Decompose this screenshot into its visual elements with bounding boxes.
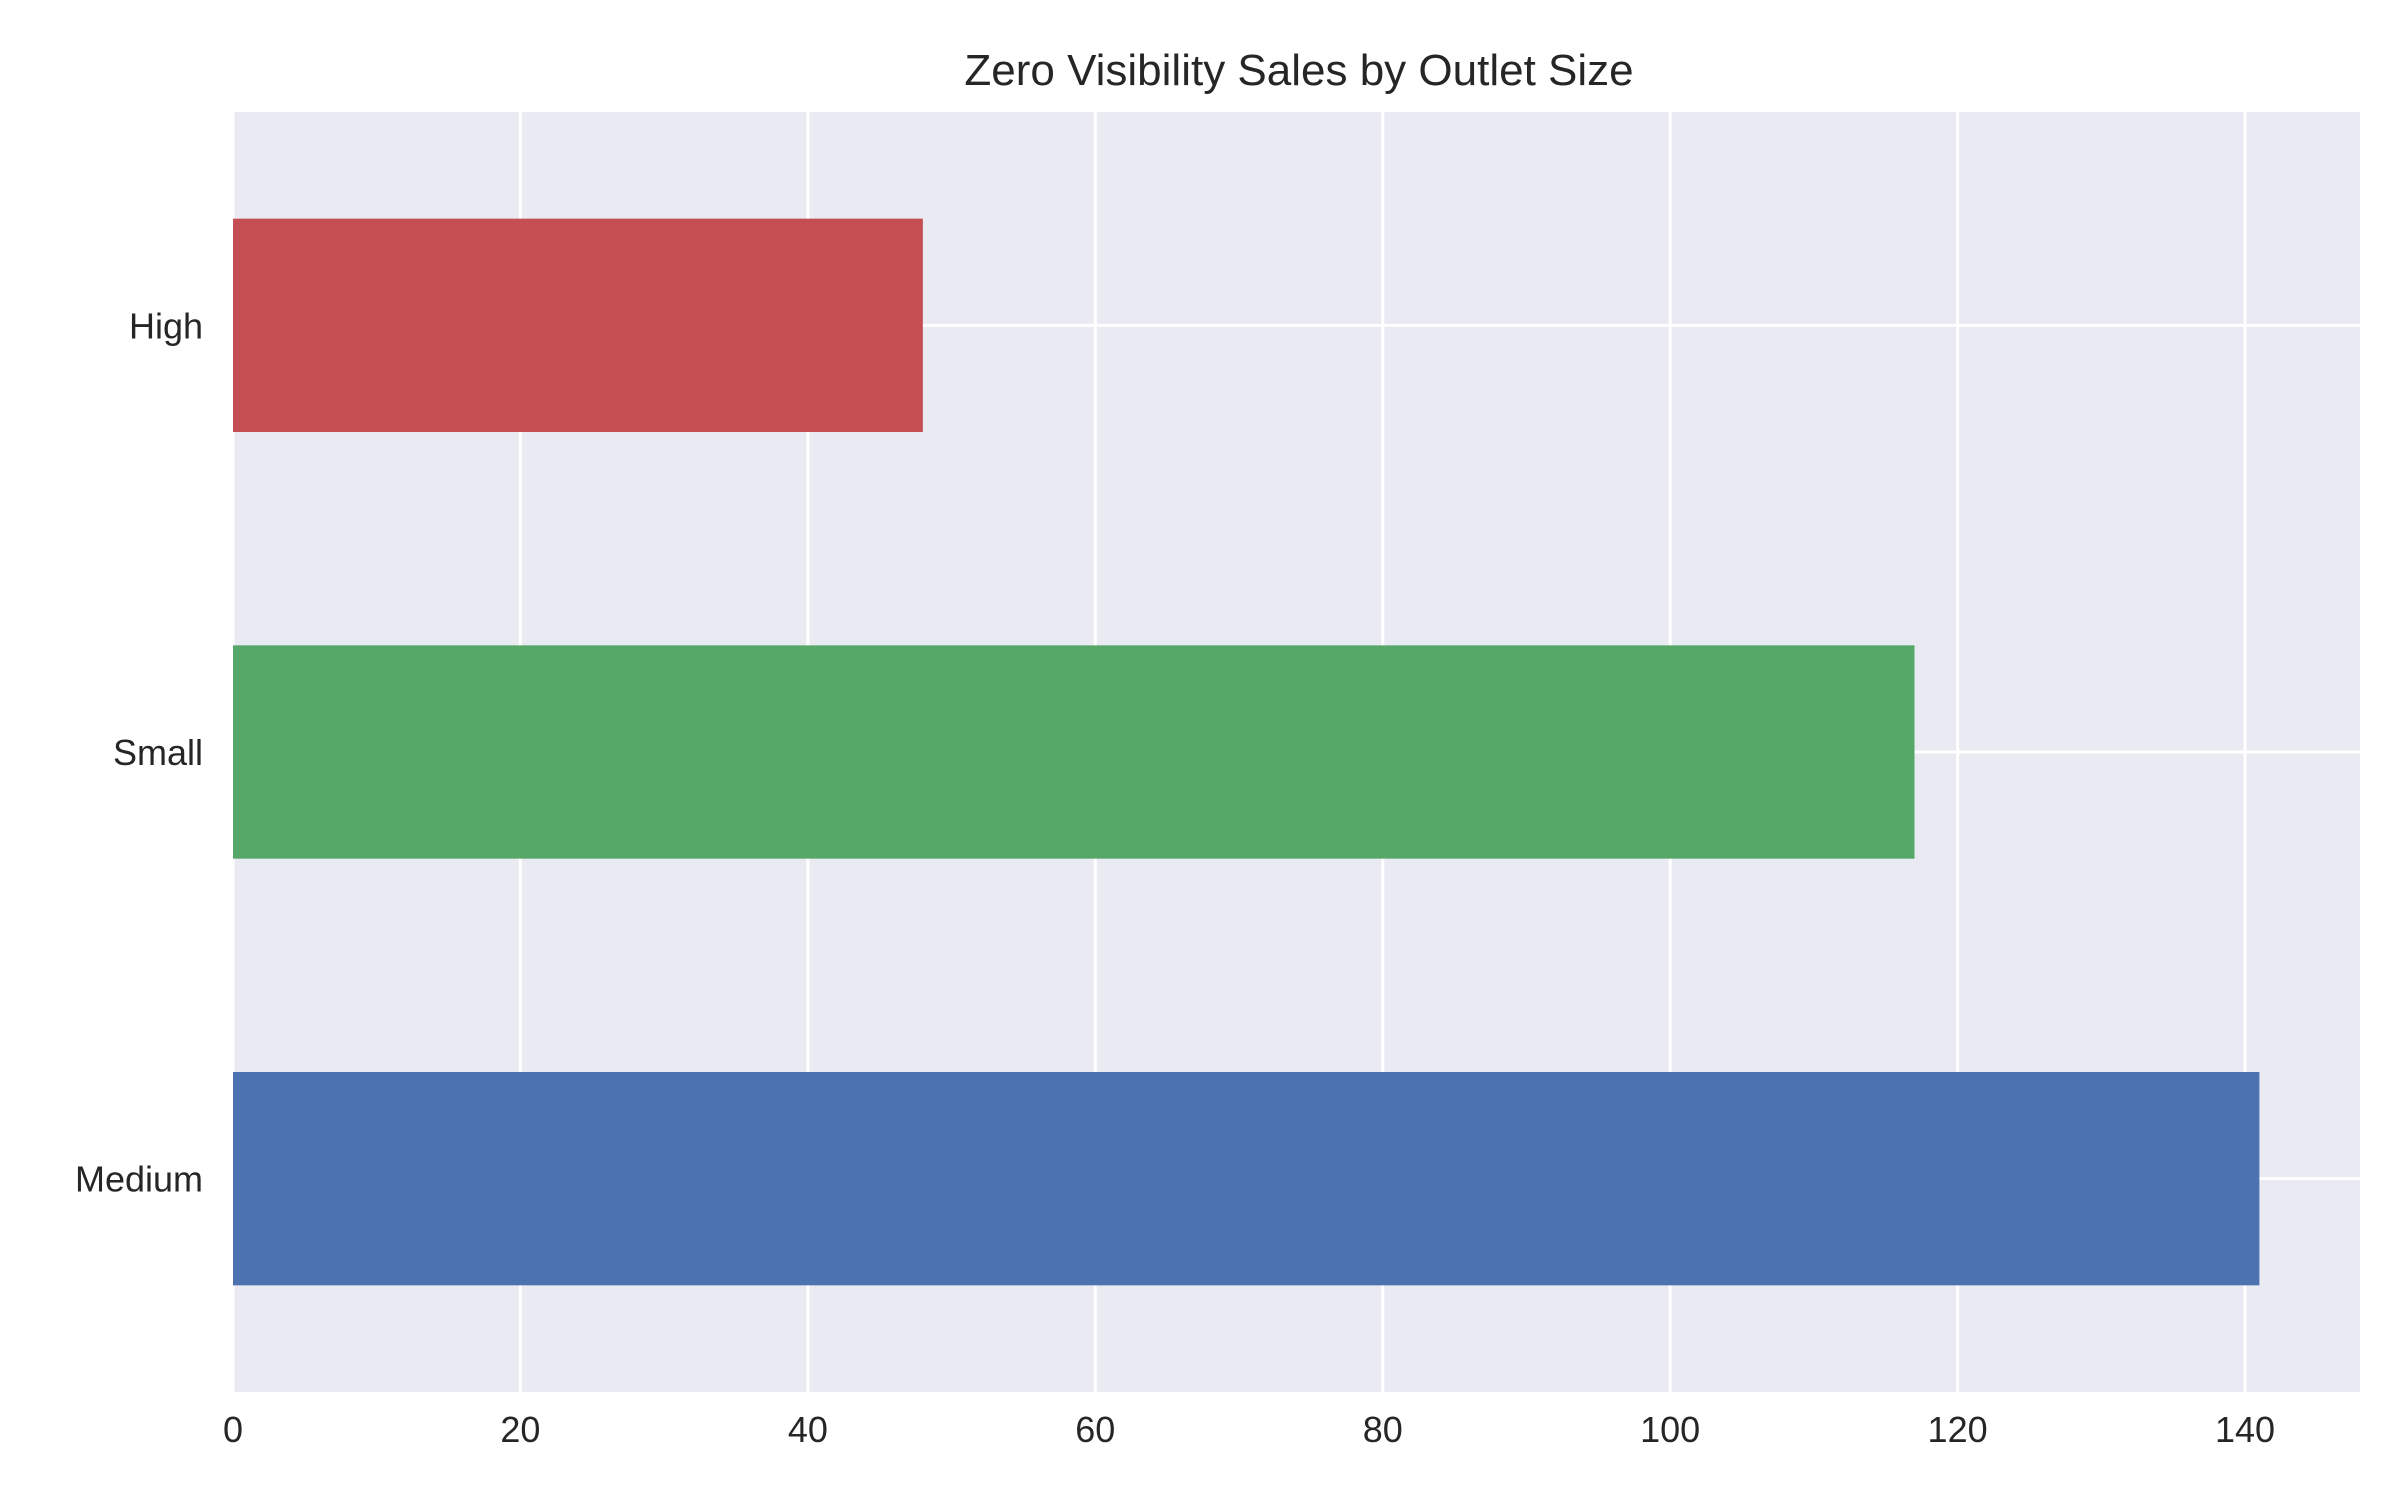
x-tick-label: 60 (1075, 1409, 1115, 1450)
bar-high (233, 218, 923, 432)
x-tick-label: 100 (1640, 1409, 1700, 1450)
y-tick-label: High (129, 305, 203, 346)
x-tick-label: 20 (500, 1409, 540, 1450)
x-tick-label: 80 (1363, 1409, 1403, 1450)
x-tick-label: 140 (2215, 1409, 2275, 1450)
x-tick-label: 40 (788, 1409, 828, 1450)
bars (233, 218, 2260, 1286)
bar-medium (233, 1072, 2260, 1286)
chart-title: Zero Visibility Sales by Outlet Size (964, 46, 1633, 95)
x-tick-label: 0 (223, 1409, 243, 1450)
y-axis-ticks: Medium Small High (75, 305, 203, 1199)
x-axis-ticks: 0 20 40 60 80 100 120 140 (223, 1409, 2275, 1450)
bar-small (233, 645, 1915, 859)
y-tick-label: Small (113, 732, 203, 773)
y-tick-label: Medium (75, 1159, 203, 1200)
x-tick-label: 120 (1928, 1409, 1988, 1450)
